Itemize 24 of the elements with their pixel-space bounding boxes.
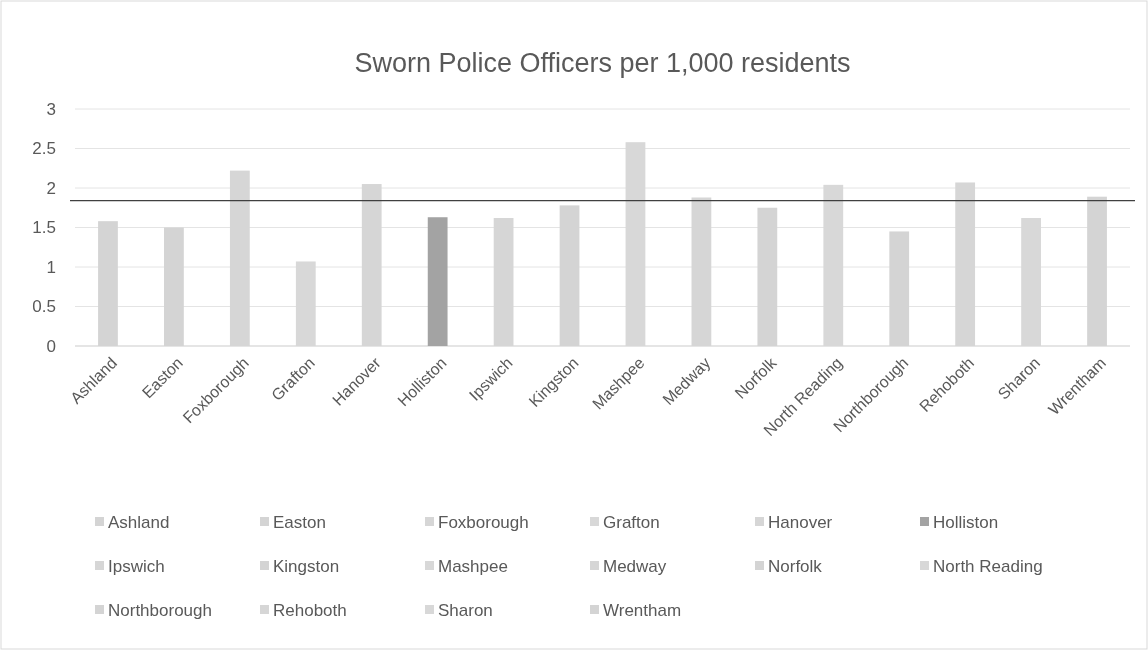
legend-label: Norfolk [768,556,823,576]
legend-label: Kingston [273,556,340,576]
legend-label: Sharon [438,600,493,620]
legend-label: Northborough [108,600,212,620]
legend-label: Foxborough [438,512,529,532]
y-tick-label: 2 [46,178,56,198]
y-tick-label: 2.5 [32,139,56,159]
legend-label: Easton [273,512,326,532]
legend-label: Rehoboth [273,600,347,620]
y-tick-label: 3 [46,99,56,119]
legend-label: Ipswich [108,556,165,576]
y-tick-label: 0 [46,336,56,356]
legend-label: Wrentham [603,600,682,620]
chart-title: Sworn Police Officers per 1,000 residents [354,48,851,78]
legend-label: North Reading [933,556,1043,576]
legend-label: Hanover [768,512,833,532]
legend-label: Medway [603,556,667,576]
y-tick-label: 1 [46,257,56,277]
y-tick-label: 1.5 [32,218,56,238]
y-tick-label: 0.5 [32,297,56,317]
legend-label: Holliston [933,512,999,532]
legend-label: Mashpee [438,556,508,576]
legend-label: Grafton [603,512,660,532]
legend-label: Ashland [108,512,170,532]
